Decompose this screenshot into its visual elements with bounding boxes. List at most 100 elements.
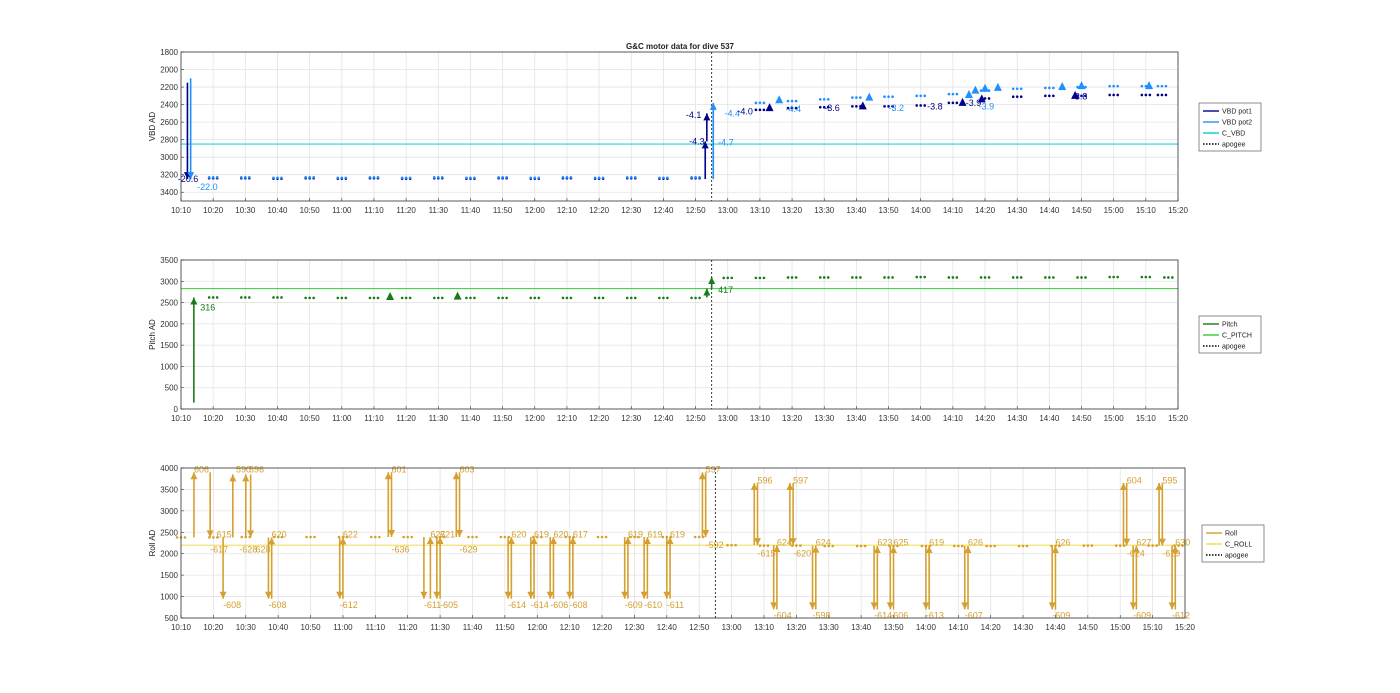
legend-label: VBD pot2	[1222, 120, 1252, 127]
data-point	[212, 536, 215, 539]
data-point	[473, 176, 476, 180]
panel-roll: 10:10 10:20 10:30 10:40 10:50 11:00 11:10 11:20…	[148, 464, 1265, 632]
x-tick-label: 14:30	[1007, 414, 1028, 423]
data-point	[597, 296, 601, 300]
arrow-head	[566, 591, 574, 599]
arrow-head	[436, 537, 444, 544]
data-point	[790, 276, 794, 279]
data-point	[762, 544, 766, 547]
data-point	[497, 296, 500, 300]
annotation-label: 620	[511, 529, 526, 539]
data-point	[272, 296, 275, 299]
triangle-marker	[993, 82, 1002, 91]
plot-frame	[180, 259, 1179, 410]
x-tick-label: 11:30	[430, 623, 450, 632]
y-tick-label: 3400	[160, 188, 178, 197]
annotation-label: -592	[706, 540, 724, 550]
y-tick-label: 3200	[160, 171, 178, 180]
data-point	[891, 276, 894, 279]
data-point	[662, 176, 665, 180]
x-tick-label: 15:00	[1104, 414, 1125, 423]
annotation-label: 625	[894, 538, 909, 548]
data-point	[593, 296, 597, 300]
data-point	[276, 176, 279, 180]
data-point	[1019, 87, 1023, 91]
data-point	[923, 275, 927, 279]
data-point	[1058, 544, 1061, 548]
triangle-marker	[977, 94, 986, 103]
plot-area	[181, 260, 1178, 409]
x-tick-label: 11:00	[333, 623, 353, 632]
data-point	[1052, 94, 1055, 98]
arrow-head	[569, 537, 577, 544]
data-point	[1167, 276, 1170, 279]
triangle-marker	[858, 101, 867, 110]
annotation-label: -608	[223, 600, 241, 610]
data-point	[211, 176, 215, 179]
x-tick-label: 13:10	[754, 623, 775, 632]
plot-frame	[180, 51, 1179, 202]
data-point	[312, 176, 315, 179]
data-point	[951, 101, 955, 105]
triangle-marker	[1071, 90, 1080, 99]
triangle-marker	[865, 92, 874, 101]
data-point	[697, 535, 701, 539]
data-point	[1140, 93, 1144, 97]
data-point	[818, 105, 822, 109]
annotation-label: 619	[647, 529, 662, 539]
data-point	[790, 99, 794, 103]
legend-label: C_ROLL	[1225, 542, 1252, 549]
data-point	[408, 176, 412, 180]
data-point	[1177, 544, 1180, 547]
data-point	[535, 535, 539, 539]
x-tick-label: 11:50	[493, 414, 513, 423]
data-point	[537, 296, 541, 300]
legend-label: apogee	[1222, 344, 1245, 351]
annotation-label: 619	[670, 529, 685, 539]
data-point	[499, 535, 503, 539]
data-point	[372, 296, 376, 300]
data-point	[698, 176, 701, 179]
data-point	[762, 108, 766, 112]
data-point	[1082, 544, 1086, 547]
data-point	[1156, 84, 1160, 88]
annotation-label: -608	[570, 600, 588, 610]
data-point	[1048, 94, 1051, 98]
data-point	[629, 296, 633, 300]
x-tick-label: 10:20	[203, 414, 224, 423]
x-tick-label: 13:40	[846, 414, 867, 423]
x-tick-label: 12:30	[621, 206, 642, 215]
x-tick-label: 12:00	[525, 414, 546, 423]
data-point	[1114, 544, 1118, 547]
data-point	[1011, 87, 1015, 91]
data-point	[694, 176, 697, 179]
annotation-label: 626	[1055, 538, 1070, 548]
x-tick-label: 15:20	[1168, 206, 1189, 215]
data-point	[887, 276, 890, 279]
x-tick-label: 13:30	[814, 206, 835, 215]
arrow-head	[1168, 602, 1176, 610]
data-point	[304, 296, 307, 300]
data-point	[308, 176, 311, 179]
x-tick-label: 10:20	[203, 206, 224, 215]
triangle-marker	[775, 95, 784, 104]
annotation-label: -3.8	[927, 101, 943, 111]
arrow-head	[426, 537, 434, 544]
data-point	[336, 296, 340, 300]
data-point	[440, 296, 444, 300]
data-point	[629, 535, 632, 539]
x-tick-label: 10:40	[268, 623, 289, 632]
data-point	[1108, 93, 1111, 97]
x-tick-label: 12:00	[525, 206, 546, 215]
data-point	[625, 176, 629, 179]
x-tick-label: 14:30	[1007, 206, 1028, 215]
arrow-head	[268, 537, 276, 545]
data-point	[915, 275, 919, 279]
arrow-head	[870, 602, 878, 610]
data-point	[947, 276, 951, 279]
arrow-head	[1155, 483, 1163, 490]
arrow-head	[701, 141, 709, 149]
x-tick-label: 14:50	[1072, 414, 1093, 423]
data-point	[694, 296, 697, 300]
data-point	[887, 105, 890, 108]
